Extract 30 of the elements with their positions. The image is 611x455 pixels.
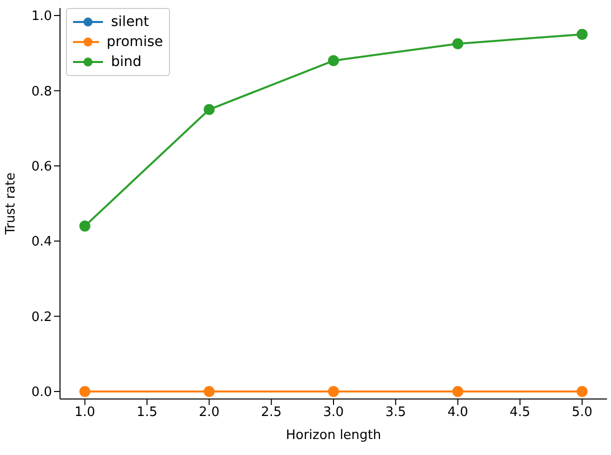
x-tick-label: 3.0 (323, 405, 344, 420)
x-tick-label: 3.5 (385, 405, 406, 420)
x-tick-label: 2.5 (260, 405, 282, 420)
point (79, 220, 90, 232)
y-tick-label: 0.4 (31, 234, 52, 250)
x-tick-label: 5.0 (572, 405, 592, 420)
point (452, 386, 464, 397)
point (452, 38, 464, 50)
point (328, 386, 339, 397)
y-tick-label: 0.8 (31, 84, 52, 100)
legend-label: silent (111, 13, 150, 32)
point (328, 55, 339, 66)
x-tick-label: 4.5 (510, 405, 530, 420)
x-tick-label: 1.5 (136, 405, 158, 420)
x-tick-label: 1.0 (74, 405, 96, 420)
point (576, 386, 588, 397)
y-tick-label: 0.0 (31, 385, 52, 400)
point (204, 104, 215, 116)
legend-label: bind (111, 53, 142, 72)
y-tick-label: 1.0 (31, 9, 52, 24)
point (576, 28, 588, 40)
x-axis-title: Horizon length (286, 428, 382, 443)
point (204, 386, 215, 397)
y-tick-label: 0.6 (31, 160, 52, 175)
point (79, 386, 90, 397)
y-axis-title: Trust rate (4, 172, 19, 236)
x-tick-label: 4.0 (447, 405, 468, 420)
legend-label: promise (106, 33, 163, 52)
y-tick-label: 0.2 (31, 310, 52, 325)
x-tick-label: 2.0 (198, 405, 220, 420)
